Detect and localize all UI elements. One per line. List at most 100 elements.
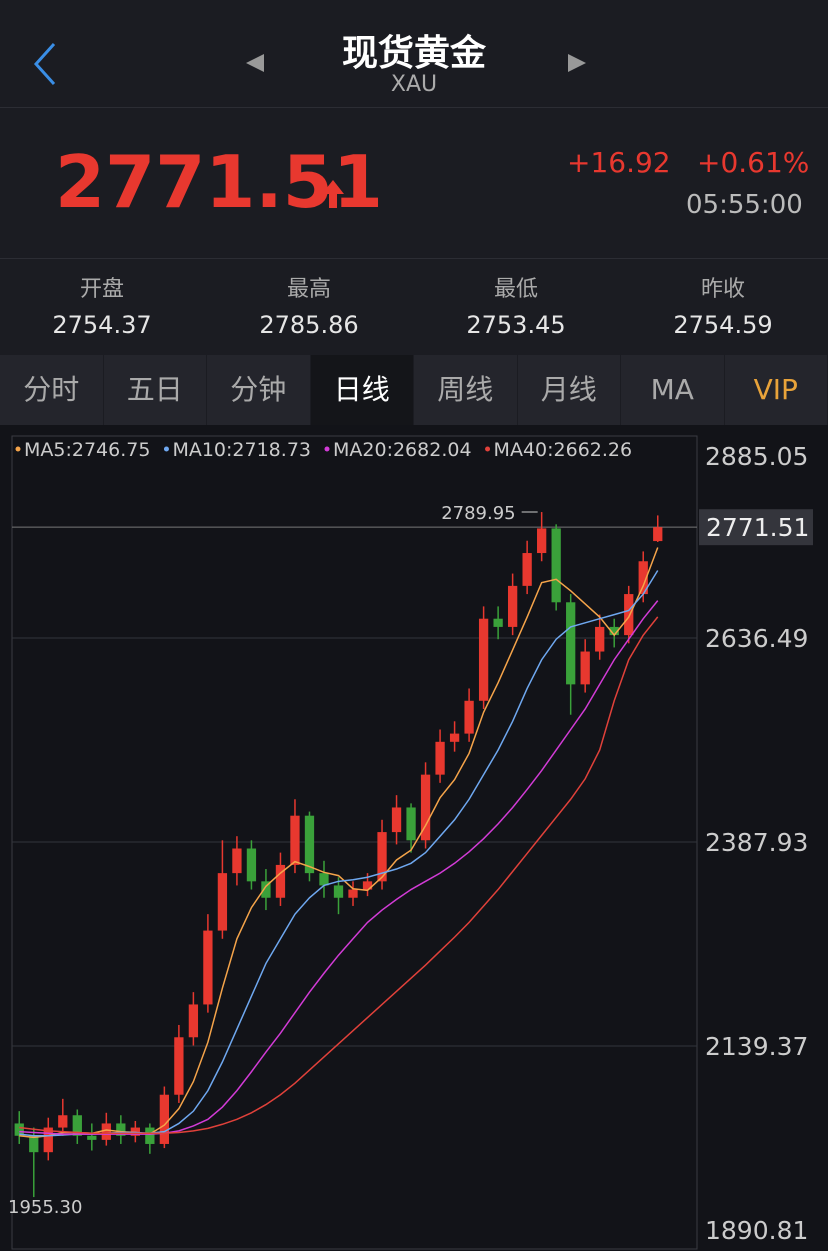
candle-body bbox=[420, 774, 431, 841]
y-tick-label: 2636.49 bbox=[705, 624, 808, 653]
candle-body bbox=[43, 1127, 53, 1153]
stat: 昨收 2754.59 bbox=[623, 271, 823, 339]
candle-body bbox=[537, 528, 547, 554]
stat-label: 最高 bbox=[286, 277, 331, 302]
stat-value: 2754.59 bbox=[673, 311, 773, 339]
stat-label: 昨收 bbox=[700, 277, 745, 302]
candle-body bbox=[58, 1115, 68, 1128]
candle-body bbox=[624, 594, 634, 636]
tab[interactable]: 五日 bbox=[104, 355, 207, 425]
tab[interactable]: MA bbox=[621, 355, 725, 425]
stat: 开盘 2754.37 bbox=[2, 271, 202, 339]
candle-body bbox=[72, 1115, 82, 1136]
candle-body bbox=[246, 848, 257, 882]
candle-body bbox=[566, 602, 576, 685]
legend-dot bbox=[485, 446, 491, 452]
stat-value: 2753.45 bbox=[466, 311, 566, 339]
legend-dot bbox=[324, 446, 330, 452]
candle-body bbox=[507, 585, 518, 627]
candle-body bbox=[203, 930, 213, 1005]
candle-body bbox=[304, 815, 315, 874]
tab[interactable]: 日线 bbox=[310, 355, 414, 425]
ma-line bbox=[19, 600, 659, 1135]
candle-body bbox=[145, 1127, 155, 1144]
y-tick-label: 2387.93 bbox=[705, 828, 808, 857]
tab[interactable]: 周线 bbox=[414, 355, 518, 425]
next-arrow[interactable] bbox=[566, 52, 588, 74]
candle-body bbox=[362, 881, 373, 890]
candle-body bbox=[348, 889, 358, 898]
candle-body bbox=[188, 1004, 199, 1038]
stat-label: 开盘 bbox=[79, 277, 124, 302]
tabs: 分时 五日 分钟 日线 周线 月线 MA VIP bbox=[0, 355, 828, 425]
candle-body bbox=[522, 553, 532, 586]
stat: 最高 2785.86 bbox=[209, 271, 409, 339]
subtitle: XAU bbox=[390, 72, 438, 97]
ma-line bbox=[19, 570, 659, 1137]
tab[interactable]: 分时 bbox=[0, 355, 104, 425]
candle-body bbox=[406, 807, 416, 841]
candle-body bbox=[478, 618, 489, 701]
time: 05:55:00 bbox=[686, 190, 803, 220]
y-tick-label: 2885.05 bbox=[705, 442, 808, 471]
last-price-box bbox=[699, 509, 813, 546]
candle-body bbox=[159, 1094, 170, 1144]
tab[interactable]: 分钟 bbox=[207, 355, 311, 425]
stat-label: 最低 bbox=[493, 277, 538, 302]
legend-label: MA40:2662.26 bbox=[494, 439, 633, 461]
candle-body bbox=[653, 527, 663, 542]
candle-body bbox=[14, 1123, 24, 1136]
candle-body bbox=[449, 733, 460, 742]
candle-body bbox=[638, 561, 648, 595]
candle-body bbox=[130, 1127, 140, 1136]
stats: 开盘 2754.37 最高 2785.86 最低 2753.45 昨收 2754.59 bbox=[0, 259, 828, 355]
price: 2771.51 bbox=[55, 140, 383, 224]
candle-body bbox=[116, 1123, 126, 1136]
candle-body bbox=[464, 700, 474, 734]
candle-body bbox=[101, 1123, 111, 1140]
change: +16.92 bbox=[567, 146, 671, 179]
candle-body bbox=[217, 873, 228, 931]
y-tick-label: 1890.81 bbox=[705, 1216, 808, 1245]
nav-bar: 现货黄金 XAU bbox=[0, 0, 828, 108]
candle-body bbox=[580, 651, 590, 685]
legend-dot bbox=[163, 446, 169, 452]
title: 现货黄金 bbox=[341, 33, 486, 74]
candle-body bbox=[595, 626, 605, 652]
quote-panel: 2771.51 +16.92 +0.61% 05:55:00 bbox=[0, 108, 828, 259]
candle-body bbox=[333, 885, 344, 898]
stat-value: 2785.86 bbox=[259, 311, 359, 339]
legend-label: MA20:2682.04 bbox=[333, 439, 472, 461]
change-pct: +0.61% bbox=[697, 146, 810, 179]
candle-body bbox=[232, 848, 242, 874]
legend-label: MA10:2718.73 bbox=[172, 439, 311, 461]
up-arrow bbox=[322, 180, 344, 208]
candle-body bbox=[609, 626, 619, 636]
candle-body bbox=[551, 528, 561, 603]
candle-body bbox=[275, 864, 286, 898]
y-tick-label: 2139.37 bbox=[705, 1032, 808, 1061]
candle-body bbox=[29, 1135, 39, 1153]
tab[interactable]: 月线 bbox=[518, 355, 621, 425]
stat-value: 2754.37 bbox=[52, 311, 152, 339]
stat: 最低 2753.45 bbox=[416, 271, 616, 339]
prev-arrow[interactable] bbox=[244, 52, 266, 74]
candle-body bbox=[435, 741, 445, 775]
max-label: 2789.95 bbox=[441, 503, 515, 524]
back-button[interactable] bbox=[30, 40, 60, 88]
candle-body bbox=[290, 815, 300, 865]
candle-body bbox=[493, 618, 503, 627]
candle-body bbox=[174, 1037, 184, 1095]
legend-label: MA5:2746.75 bbox=[24, 439, 150, 461]
legend-dot bbox=[15, 446, 21, 452]
candle-body bbox=[87, 1135, 97, 1140]
candle-body bbox=[391, 807, 402, 833]
candle-body bbox=[377, 832, 387, 882]
candle-body bbox=[261, 881, 271, 898]
tab[interactable]: VIP bbox=[725, 355, 828, 425]
candle-body bbox=[319, 873, 329, 886]
min-label: 1955.30 bbox=[8, 1197, 82, 1218]
chart: 1890.81 2139.37 2387.93 2636.49 2885.05 2771.… bbox=[0, 425, 828, 1251]
last-price-label: 2771.51 bbox=[706, 513, 809, 542]
